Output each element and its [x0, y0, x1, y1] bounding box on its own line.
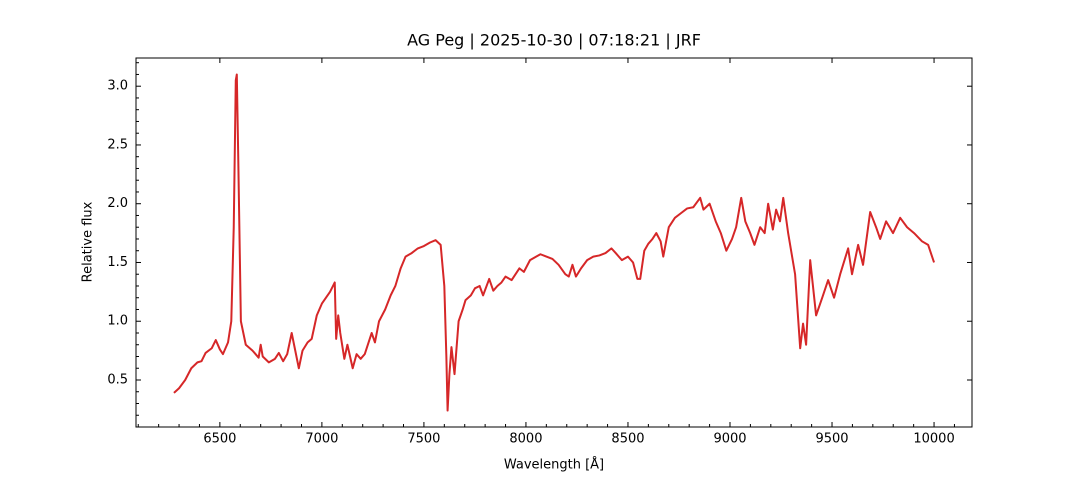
x-tick-label: 10000 [913, 432, 954, 447]
y-axis-label: Relative flux [81, 201, 96, 282]
x-tick-label: 7500 [407, 432, 440, 447]
y-tick-label: 3.0 [107, 79, 128, 94]
y-tick-label: 0.5 [107, 372, 128, 387]
x-tick-label: 9000 [713, 432, 746, 447]
y-tick-label: 1.5 [107, 255, 128, 270]
y-tick-label: 2.0 [107, 196, 128, 211]
x-axis-label: Wavelength [Å] [504, 457, 604, 473]
y-tick-label: 2.5 [107, 137, 128, 152]
x-tick-label: 6500 [203, 432, 236, 447]
y-tick-label: 1.0 [107, 314, 128, 329]
plot-frame [135, 57, 973, 428]
chart-title: AG Peg | 2025-10-30 | 07:18:21 | JRF [407, 31, 701, 50]
x-tick-label: 9500 [815, 432, 848, 447]
x-tick-label: 8500 [611, 432, 644, 447]
x-tick-label: 8000 [509, 432, 542, 447]
x-tick-label: 7000 [305, 432, 338, 447]
spectrum-line [173, 73, 935, 412]
